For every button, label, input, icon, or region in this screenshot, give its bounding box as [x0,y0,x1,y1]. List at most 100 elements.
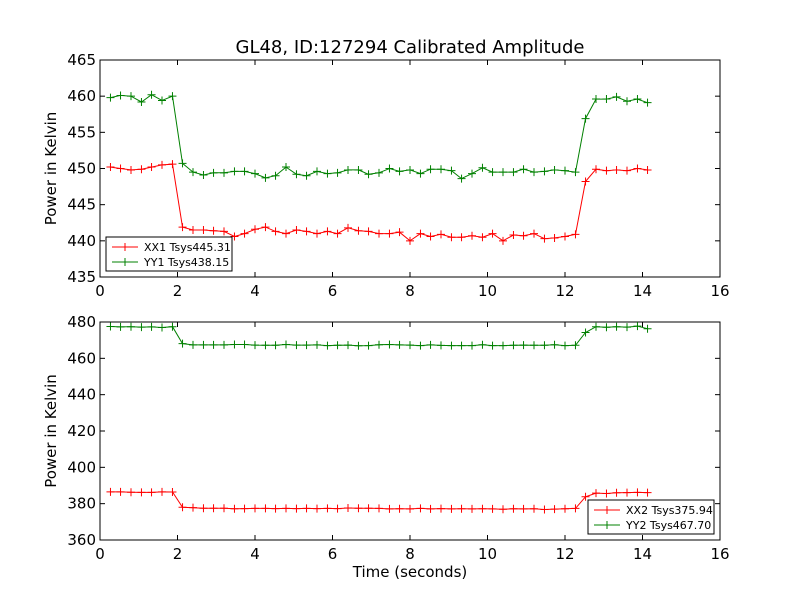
data-point [406,341,414,350]
data-point [240,167,249,176]
y-tick-label: 360 [67,531,96,549]
data-point [230,504,239,513]
data-point [437,504,445,513]
series-1 [106,160,652,245]
data-point [437,341,445,350]
data-point [385,164,394,173]
y-tick-label: 450 [67,160,96,178]
data-point [447,341,456,350]
data-point [137,165,146,174]
data-point [602,166,611,175]
data-point [426,504,435,513]
data-point [168,488,177,497]
x-tick-label: 14 [633,545,652,563]
data-point [106,487,115,496]
data-point [571,341,580,350]
data-point [468,231,476,240]
data-point [106,93,115,102]
data-point [199,340,208,349]
data-point [364,341,373,350]
x-tick-label: 6 [328,282,338,300]
data-point [447,233,456,242]
legend: XX2 Tsys375.94 YY2 Tsys467.70 [587,499,715,535]
data-point [509,231,518,240]
y-tick-label: 440 [67,232,96,250]
data-point [261,173,270,182]
x-tick-label: 8 [405,282,415,300]
data-point [313,340,321,349]
x-tick-label: 2 [173,545,183,563]
legend-marker [603,521,611,529]
data-point [116,487,125,496]
data-point [509,504,518,513]
legend-box [587,499,715,535]
data-point [375,168,383,177]
data-point [426,232,435,241]
data-point [385,229,394,238]
data-point [437,230,445,239]
data-point [426,165,435,174]
legend: XX1 Tsys445.31 YY1 Tsys438.15 [105,236,233,272]
data-point [643,324,652,333]
data-point [116,322,125,331]
data-point [251,169,259,178]
data-point [364,227,373,236]
legend-label: YY2 Tsys467.70 [625,519,711,532]
data-point [354,504,363,513]
data-point [271,341,280,350]
legend-marker [121,243,129,251]
data-point [592,165,600,174]
data-point [633,164,642,173]
x-tick-label: 12 [555,545,574,563]
data-point [581,492,590,501]
series-2 [106,90,652,183]
x-tick-label: 12 [555,282,574,300]
top-panel: 0 2 4 6 8 10 12 14 16 435 440 445 450 455 460 465 Power … [42,51,730,300]
data-point [602,95,611,104]
data-point [333,504,342,513]
data-point [147,90,156,99]
data-point [282,340,290,349]
data-point [519,341,528,350]
data-point [282,229,290,238]
data-point [209,504,218,513]
legend-label: XX2 Tsys375.94 [626,504,713,517]
data-point [519,504,528,513]
data-point [344,341,352,350]
data-point [375,229,383,238]
data-point [468,504,476,513]
data-point [385,340,394,349]
data-point [478,163,487,172]
data-point [540,505,549,514]
data-point [220,504,228,513]
y-tick-label: 455 [67,123,96,141]
data-point [530,229,538,238]
data-point [344,223,352,232]
data-point [158,96,166,105]
data-point [488,168,497,177]
data-point [623,488,631,497]
data-point [323,341,332,350]
legend-marker [121,258,129,266]
data-point [292,504,301,513]
x-tick-label: 10 [478,545,497,563]
data-point [416,341,425,350]
data-point [592,322,600,331]
data-point [395,228,404,237]
data-point [406,165,414,174]
chart-title: GL48, ID:127294 Calibrated Amplitude [236,37,585,58]
y-tick-label: 435 [67,268,96,286]
data-point [282,504,290,513]
data-point [602,489,611,498]
data-point [468,169,476,178]
data-point [261,223,270,232]
data-point [643,165,652,174]
data-point [457,233,466,242]
data-point [447,166,456,175]
data-point [519,165,528,174]
data-point [592,95,600,104]
bottom-panel: 0 2 4 6 8 10 12 14 16 360 380 400 420 440 460 480 Power … [42,313,730,563]
data-point [116,91,125,100]
data-point [344,165,352,174]
data-point [395,340,404,349]
